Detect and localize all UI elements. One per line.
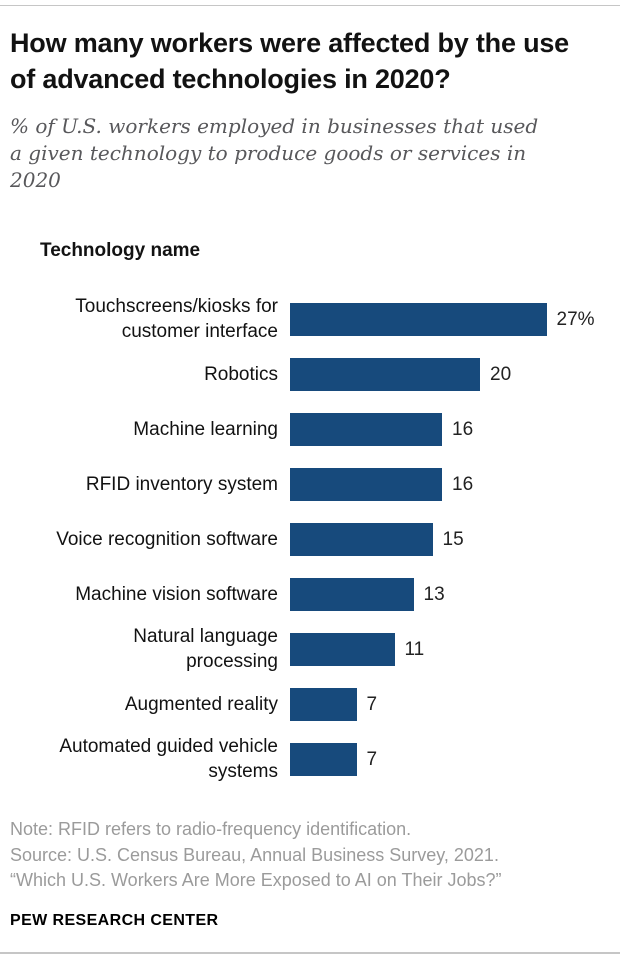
bar-track: 15	[290, 523, 610, 557]
bar-row: Machine vision software 13	[10, 567, 610, 622]
category-label: Natural language processing	[133, 626, 278, 672]
category-label: Automated guided vehicle systems	[59, 736, 278, 782]
bar	[290, 468, 442, 502]
bar-row: Automated guided vehicle systems 7	[10, 732, 610, 787]
value-label: 13	[423, 583, 445, 605]
bar-track: 27%	[290, 303, 610, 337]
brand-pew-research-center: PEW RESEARCH CENTER	[10, 911, 219, 929]
category-label: Voice recognition software	[56, 528, 278, 550]
bar	[290, 688, 357, 722]
category-label: Robotics	[204, 363, 278, 385]
category-label: Touchscreens/kiosks for customer interfa…	[75, 296, 278, 342]
bar-row: Robotics 20	[10, 347, 610, 402]
category-label: Machine learning	[133, 418, 278, 440]
bar	[290, 743, 357, 777]
bar	[290, 413, 442, 447]
bar-row: Voice recognition software 15	[10, 512, 610, 567]
value-label: 16	[452, 473, 474, 495]
bar	[290, 633, 395, 667]
value-label: 27%	[556, 308, 595, 330]
bar	[290, 303, 547, 337]
bar-row: Natural language processing 11	[10, 622, 610, 677]
bar-track: 20	[290, 358, 610, 392]
value-label: 15	[442, 528, 464, 550]
category-label: Augmented reality	[124, 693, 278, 715]
top-rule	[0, 5, 620, 6]
category-label: Machine vision software	[75, 583, 278, 605]
bar	[290, 578, 414, 612]
y-axis-title: Technology name	[40, 240, 201, 262]
category-label: RFID inventory system	[85, 473, 278, 495]
source-text: Source: U.S. Census Bureau, Annual Busin…	[10, 844, 499, 865]
bar-row: Touchscreens/kiosks for customer interfa…	[10, 292, 610, 347]
value-label: 7	[366, 693, 378, 715]
note-text: Note: RFID refers to radio-frequency ide…	[10, 819, 412, 840]
report-title-text: “Which U.S. Workers Are More Exposed to …	[10, 870, 502, 891]
bar-track: 7	[290, 743, 610, 777]
value-label: 20	[490, 363, 512, 385]
bar-track: 7	[290, 688, 610, 722]
value-label: 16	[452, 418, 474, 440]
value-label: 11	[404, 638, 425, 660]
bar-track: 16	[290, 468, 610, 502]
bar-row: RFID inventory system 16	[10, 457, 610, 512]
bar-track: 11	[290, 633, 610, 667]
chart-subtitle: % of U.S. workers employed in businesses…	[10, 114, 539, 193]
bar	[290, 358, 480, 392]
bar-row: Machine learning 16	[10, 402, 610, 457]
bar	[290, 523, 433, 557]
bottom-rule	[0, 952, 620, 954]
chart-footer: Note: RFID refers to radio-frequency ide…	[10, 817, 610, 930]
bar-track: 13	[290, 578, 610, 612]
chart-header: How many workers were affected by the us…	[10, 26, 610, 194]
bar-chart: Touchscreens/kiosks for customer interfa…	[10, 292, 610, 787]
chart-title: How many workers were affected by the us…	[10, 28, 569, 94]
value-label: 7	[366, 748, 378, 770]
bar-row: Augmented reality 7	[10, 677, 610, 732]
bar-track: 16	[290, 413, 610, 447]
